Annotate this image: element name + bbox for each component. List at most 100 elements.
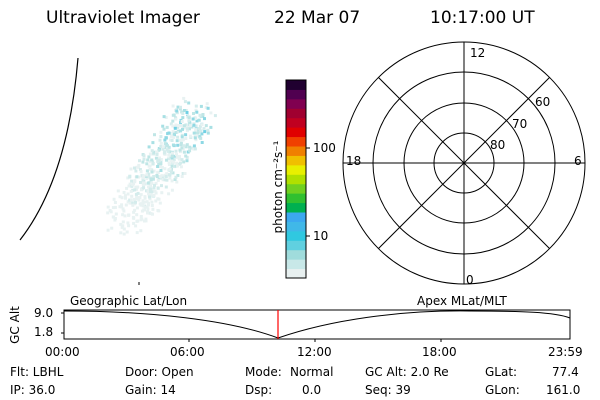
dsp-value: 0.0 [302,383,322,397]
aurora-pixel [120,205,124,209]
aurora-pixel [181,172,185,175]
colorbar-band [286,240,306,251]
colorbar [286,80,306,279]
aurora-pixel [178,107,182,111]
aurora-pixel [145,205,149,209]
aurora-pixel [183,100,187,104]
aurora-pixel [169,122,173,126]
aurora-pixel [136,185,140,189]
aurora-pixel [126,221,130,225]
aurora-pixel [150,149,154,153]
timeline-xtick-0600: 06:00 [170,345,205,359]
aurora-pixel [138,196,142,199]
aurora-pixel [153,133,156,137]
aurora-pixel [173,178,177,181]
aurora-pixel [188,145,192,149]
aurora-pixel [158,175,162,179]
aurora-pixel [163,178,167,182]
aurora-pixel [141,160,145,164]
aurora-pixel [128,201,132,205]
lat-label-70: 70 [512,117,528,131]
aurora-pixel [139,215,143,218]
aurora-pixel [155,173,159,177]
timeline-frame [63,309,571,340]
aurora-pixel [159,130,163,134]
aurora-pixel [109,210,113,214]
aurora-pixel [171,124,175,128]
aurora-pixel [157,147,161,150]
aurora-pixel [175,153,178,157]
aurora-pixel [170,139,174,142]
aurora-pixel [170,156,174,160]
gc-altitude-curve [63,310,571,339]
aurora-pixel [167,161,171,165]
aurora-pixel [133,188,137,192]
aurora-pixel [129,167,133,171]
polar-plot [342,41,586,285]
aurora-pixel [161,147,165,151]
aurora-pixel [148,187,152,191]
aurora-pixel [168,176,172,180]
aurora-pixel [170,179,174,183]
aurora-pixel [119,231,123,235]
aurora-pixel [192,147,196,151]
aurora-pixel [159,145,163,148]
aurora-pixel [150,190,154,194]
aurora-pixel [175,111,179,115]
aurora-pixel [206,128,210,132]
aurora-pixel [129,198,133,202]
aurora-pixel [159,162,163,166]
aurora-pixel [158,156,161,160]
aurora-pixel [121,207,125,211]
aurora-pixel [148,160,152,164]
aurora-pixel [197,118,201,122]
aurora-pixel [196,131,200,135]
aurora-pixel [171,151,174,155]
aurora-pixel [141,182,145,186]
aurora-pixel [143,195,147,199]
aurora-pixel [133,208,137,212]
colorbar-band [286,193,306,204]
aurora-pixel [129,189,133,193]
aurora-pixel [128,182,132,186]
aurora-pixel [126,200,130,204]
aurora-pixel [159,169,163,172]
aurora-pixel [204,106,208,109]
aurora-pixel [135,206,139,210]
lat-label-80: 80 [490,138,506,152]
aurora-pixel [182,160,186,164]
aurora-pixel [150,200,154,204]
aurora-pixel [118,195,122,199]
timeline-xtick-1800: 18:00 [422,345,457,359]
aurora-pixel [146,207,150,211]
aurora-pixel [182,124,186,128]
aurora-pixel [141,178,145,182]
aurora-pixel [165,172,169,176]
aurora-pixel [179,161,182,165]
timeline-xtick-2359: 23:59 [548,345,583,359]
aurora-pixel [113,217,117,220]
aurora-pixel [154,199,158,203]
aurora-pixel [112,215,116,219]
aurora-pixel [176,174,180,177]
aurora-pixel [181,125,185,129]
aurora-pixel [187,101,191,105]
aurora-pixel [181,111,185,115]
aurora-pixel [147,203,150,207]
filter-info: Flt: LBHL [10,365,64,379]
aurora-pixel [162,115,166,119]
aurora-pixel [146,189,150,193]
aurora-pixel [157,158,161,162]
aurora-pixel [199,129,203,133]
colorbar-band [286,249,306,260]
aurora-pixel [198,124,202,128]
aurora-pixel [179,129,183,133]
aurora-pixel [144,175,148,178]
aurora-pixel [113,218,117,222]
aurora-pixel [147,164,151,168]
aurora-pixel [176,105,180,109]
aurora-pixel [151,207,155,211]
aurora-pixel [143,219,146,223]
aurora-pixel [167,192,171,196]
aurora-pixel [209,111,213,115]
